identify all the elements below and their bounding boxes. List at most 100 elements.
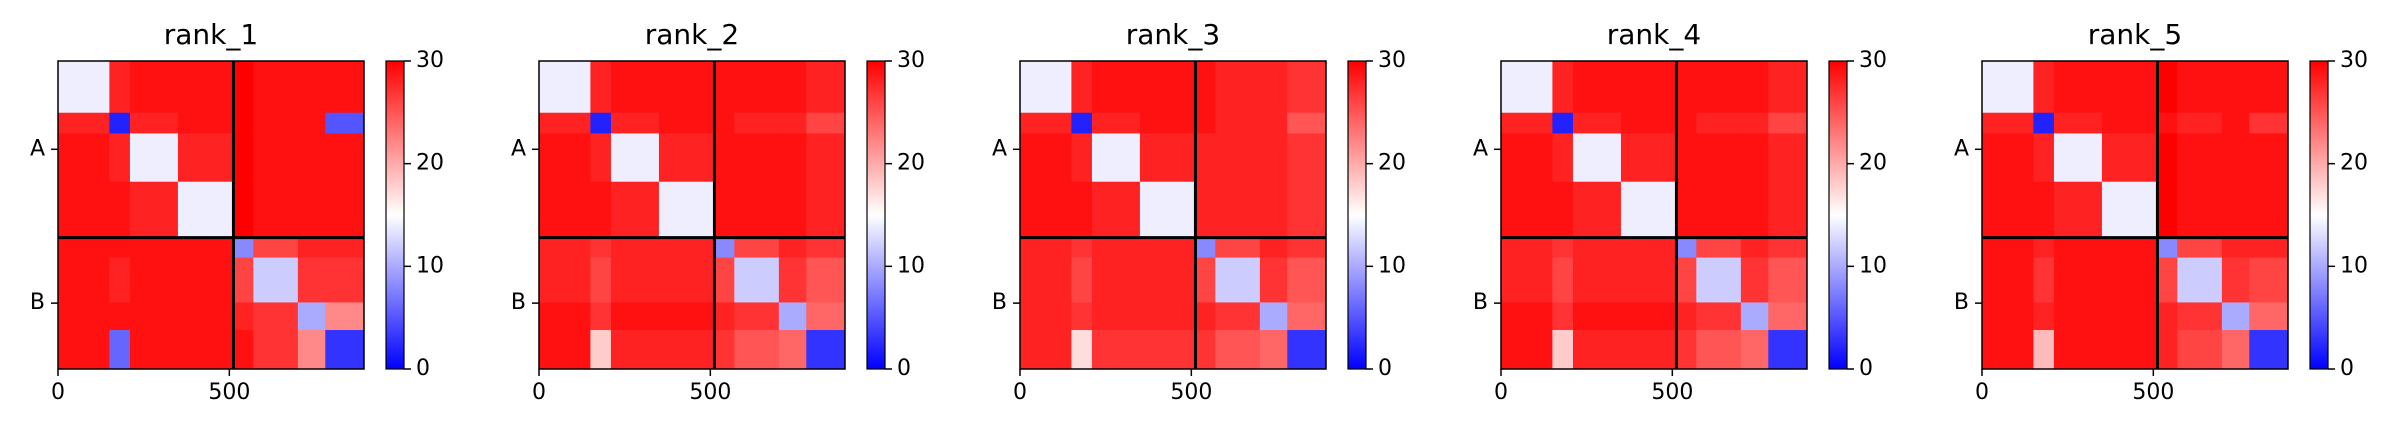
heatmap-cell (1552, 112, 1574, 134)
heatmap-cell (1287, 181, 1327, 239)
y-tick-label: B (30, 290, 45, 315)
heatmap-cell (1091, 181, 1141, 239)
y-tick-label: A (1473, 136, 1488, 161)
heatmap-cell (297, 330, 326, 370)
heatmap-cell (1071, 181, 1093, 239)
heatmap-cell (2157, 330, 2178, 370)
colorbar-tick-label: 10 (2340, 253, 2368, 278)
heatmap-cell (129, 133, 179, 183)
heatmap-cell (1091, 61, 1141, 114)
heatmap-cell (325, 181, 365, 239)
heatmap-cell (2249, 237, 2289, 259)
heatmap-cell (1259, 302, 1288, 331)
heatmap-cell (58, 330, 110, 370)
heatmap-cell (539, 302, 591, 331)
heatmap-cell (658, 302, 715, 331)
heatmap-cell (1195, 302, 1216, 331)
heatmap-cell (2053, 133, 2103, 183)
heatmap-cell (129, 330, 179, 370)
heatmap-cell (58, 61, 110, 114)
heatmap-cell (2101, 133, 2158, 183)
heatmap-cell (1676, 302, 1697, 331)
heatmap-cell (806, 133, 846, 183)
heatmap-cell (297, 302, 326, 331)
heatmap-cell (734, 112, 780, 134)
plot-frame (1981, 60, 2289, 370)
heatmap-cell (778, 330, 807, 370)
heatmap-cell (1091, 302, 1141, 331)
colorbar-tick-label: 0 (897, 356, 911, 381)
heatmap-cell (1259, 330, 1288, 370)
heatmap-cell (1552, 133, 1574, 183)
y-tick-label: A (1954, 136, 1969, 161)
heatmap-cell (1139, 61, 1196, 114)
heatmap-cell (2101, 330, 2158, 370)
heatmap-cell (2033, 237, 2055, 259)
heatmap-cell (806, 237, 846, 259)
heatmap-cell (1139, 302, 1196, 331)
heatmap-cell (778, 181, 807, 239)
heatmap-cell (1620, 133, 1677, 183)
heatmap-cell (806, 257, 846, 303)
heatmap-cell (714, 112, 735, 134)
heatmap-cell (1982, 302, 2034, 331)
heatmap-cell (1676, 257, 1697, 303)
heatmap-cell (610, 237, 660, 259)
colorbar (385, 60, 405, 370)
heatmap-cell (1139, 133, 1196, 183)
heatmap-cell (539, 112, 591, 134)
heatmap-cell (109, 237, 131, 259)
heatmap-cell (2157, 112, 2178, 134)
heatmap-cell (1768, 112, 1808, 134)
heatmap-cell (610, 257, 660, 303)
heatmap-cell (1572, 302, 1622, 331)
heatmap-cell (658, 112, 715, 134)
heatmap-cell (658, 330, 715, 370)
heatmap-cell (2101, 302, 2158, 331)
heatmap-cell (297, 133, 326, 183)
y-tick-label: A (992, 136, 1007, 161)
heatmap-cell (177, 257, 234, 303)
heatmap-cell (1676, 330, 1697, 370)
heatmap-cell (610, 133, 660, 183)
colorbar-tick-label: 10 (1859, 253, 1887, 278)
heatmap-cell (253, 133, 299, 183)
x-tick-label: 500 (2132, 380, 2174, 405)
heatmap-cell (1552, 257, 1574, 303)
heatmap-cell (233, 257, 254, 303)
heatmap-cell (806, 302, 846, 331)
heatmap-cell (610, 302, 660, 331)
heatmap-cell (1501, 257, 1553, 303)
heatmap-cell (658, 237, 715, 259)
heatmap-cell (2249, 181, 2289, 239)
heatmap-cell (1696, 181, 1742, 239)
heatmap-cell (1071, 302, 1093, 331)
heatmap-cell (1676, 112, 1697, 134)
heatmap-cell (1768, 61, 1808, 114)
heatmap-cell (590, 302, 612, 331)
colorbar (2309, 60, 2329, 370)
heatmap-cell (1215, 133, 1261, 183)
heatmap-cell (590, 257, 612, 303)
heatmap-cell (1259, 112, 1288, 134)
heatmap-cell (2221, 330, 2250, 370)
heatmap-cell (1740, 257, 1769, 303)
colorbar (1828, 60, 1848, 370)
heatmap-cell (177, 112, 234, 134)
heatmap-cell (1501, 237, 1553, 259)
heatmap-cell (2177, 112, 2223, 134)
heatmap-cell (806, 61, 846, 114)
heatmap-cell (1020, 181, 1072, 239)
colorbar-tick-label: 30 (1378, 48, 1406, 73)
heatmap-cell (1020, 61, 1072, 114)
heatmap-cell (1091, 330, 1141, 370)
heatmap-cell (325, 112, 365, 134)
heatmap-cell (1982, 133, 2034, 183)
x-tick-label: 500 (1651, 380, 1693, 405)
heatmap-cell (1287, 302, 1327, 331)
heatmap-cell (1195, 133, 1216, 183)
heatmap-cell (1287, 112, 1327, 134)
heatmap-cell (1572, 133, 1622, 183)
heatmap-cell (2033, 61, 2055, 114)
heatmap-cell (2033, 112, 2055, 134)
